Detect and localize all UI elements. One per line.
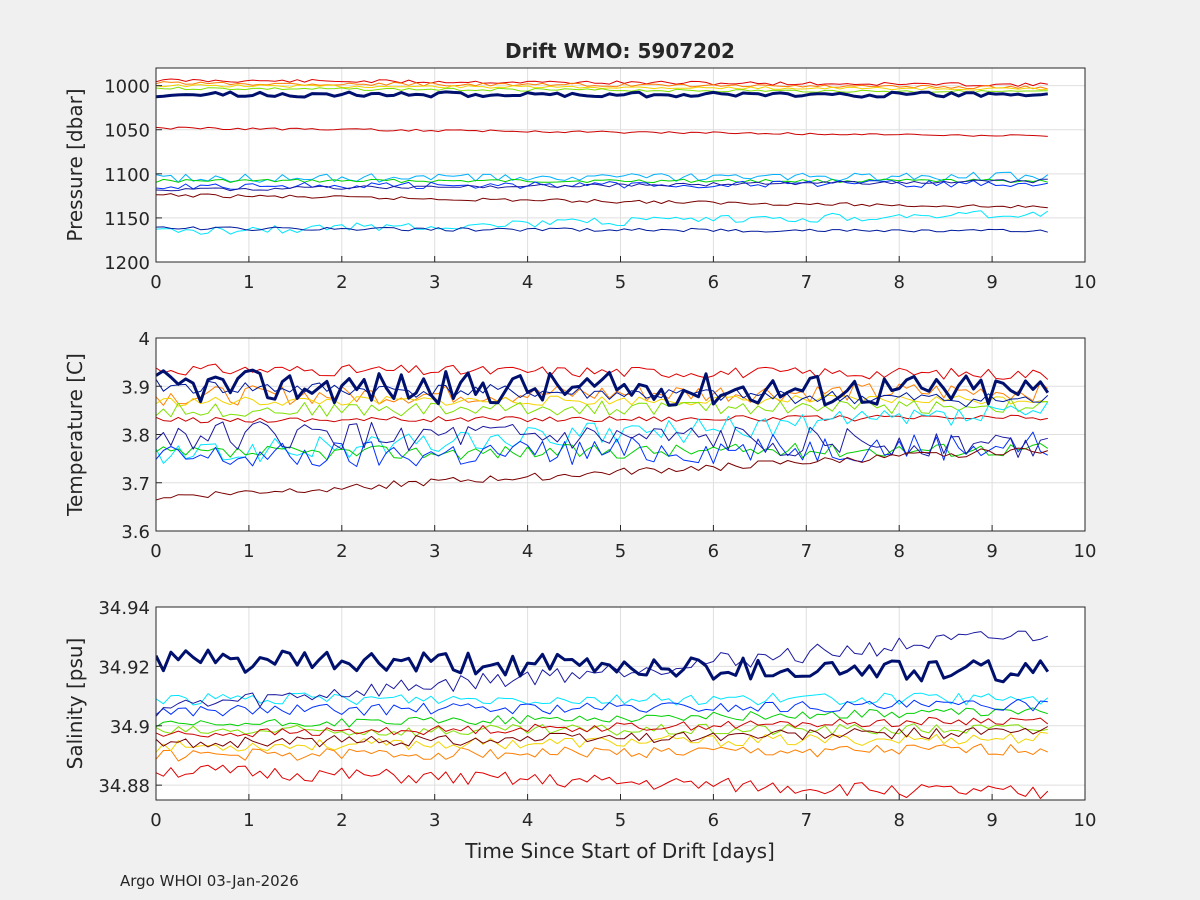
- series-line-cycle-h: [156, 698, 1048, 717]
- series-line-cycle-b: [156, 381, 1049, 406]
- x-tick-label: 8: [893, 541, 904, 562]
- series-line-cycle-d: [156, 398, 1048, 418]
- x-tick-label: 7: [801, 810, 812, 831]
- series-line-cycle-j: [156, 726, 1049, 749]
- x-tick-label: 2: [336, 541, 347, 562]
- figure-title: Drift WMO: 5907202: [505, 39, 735, 63]
- x-tick-label: 10: [1074, 541, 1097, 562]
- x-tick-label: 5: [615, 272, 626, 293]
- series-line-cycle-last: [156, 648, 1050, 684]
- series-line-cycle-d: [156, 86, 1048, 94]
- series-line-cycle-h: [156, 180, 1048, 190]
- series-line-cycle-e: [156, 414, 1048, 424]
- panel-1: 0 1 2 3 4 5 6 7 8 9 10 1000 1050 1100 1150 1200 Pressure…: [63, 67, 1097, 293]
- x-tick-label: 0: [150, 541, 161, 562]
- y-tick-label: 1000: [104, 77, 150, 98]
- x-tick-label: 5: [615, 810, 626, 831]
- x-tick-label: 10: [1074, 272, 1097, 293]
- x-tick-label: 4: [522, 541, 533, 562]
- series-line-cycle-h: [156, 431, 1049, 467]
- x-tick-label: 2: [336, 810, 347, 831]
- x-tick-label: 4: [522, 272, 533, 293]
- series-line-cycle-last: [156, 368, 1050, 407]
- series-line-cycle-j: [156, 447, 1048, 501]
- x-tick-label: 6: [708, 810, 719, 831]
- x-tick-label: 7: [801, 541, 812, 562]
- panel-2: 0 1 2 3 4 5 6 7 8 9 10 3.6 3.7 3.8 3.9 4 Temperature [C]: [63, 329, 1096, 562]
- series-group: [156, 363, 1050, 501]
- x-tick-label: 2: [336, 272, 347, 293]
- footer-credit: Argo WHOI 03-Jan-2026: [120, 872, 299, 890]
- series-line-cycle-k: [156, 210, 1049, 235]
- panel-3: 0 1 2 3 4 5 6 7 8 9 10 34.88 34.9 34.92 34.94 Salinity …: [63, 598, 1096, 831]
- x-tick-label: 9: [986, 541, 997, 562]
- series-line-cycle-j: [156, 193, 1048, 209]
- series-line-cycle-c: [156, 394, 1048, 407]
- y-axis-label: Temperature [C]: [63, 353, 87, 517]
- x-tick-label: 3: [429, 810, 440, 831]
- y-tick-label: 1150: [104, 209, 150, 230]
- x-tick-label: 4: [522, 810, 533, 831]
- x-tick-label: 7: [801, 272, 812, 293]
- x-tick-label: 9: [986, 810, 997, 831]
- y-tick-label: 3.8: [121, 426, 150, 447]
- y-tick-label: 34.88: [98, 776, 150, 797]
- series-line-cycle-last: [156, 90, 1049, 99]
- y-tick-label: 34.9: [110, 717, 150, 738]
- y-tick-label: 1100: [104, 165, 150, 186]
- series-line-cycle-a: [156, 363, 1049, 380]
- series-line-cycle-i: [156, 630, 1048, 717]
- x-tick-label: 5: [615, 541, 626, 562]
- series-group: [156, 78, 1049, 235]
- y-tick-label: 34.92: [98, 657, 150, 678]
- x-tick-label: 10: [1074, 810, 1097, 831]
- series-line-cycle-f: [156, 692, 1049, 706]
- x-tick-label: 6: [708, 541, 719, 562]
- y-axis-label: Pressure [dbar]: [63, 88, 87, 241]
- y-tick-label: 1200: [104, 253, 150, 274]
- series-line-cycle-i: [156, 178, 1048, 192]
- x-tick-label: 1: [243, 272, 254, 293]
- x-tick-label: 3: [429, 541, 440, 562]
- y-axis-label: Salinity [psu]: [63, 638, 87, 770]
- series-line-cycle-e: [156, 126, 1048, 137]
- x-tick-label: 1: [243, 541, 254, 562]
- series-line-cycle-c: [156, 731, 1048, 753]
- x-tick-label: 0: [150, 272, 161, 293]
- y-tick-label: 3.6: [121, 522, 150, 543]
- series-line-cycle-g: [156, 707, 1048, 728]
- series-line-cycle-b: [156, 743, 1049, 762]
- x-axis-label: Time Since Start of Drift [days]: [464, 839, 775, 863]
- x-tick-label: 6: [708, 272, 719, 293]
- series-line-cycle-e: [156, 716, 1049, 738]
- x-tick-label: 1: [243, 810, 254, 831]
- y-tick-label: 3.9: [121, 377, 150, 398]
- series-line-cycle-k: [156, 379, 1049, 408]
- series-line-cycle-f: [156, 171, 1049, 183]
- y-tick-label: 4: [139, 329, 150, 350]
- x-tick-label: 8: [893, 810, 904, 831]
- series-line-cycle-l: [156, 226, 1048, 233]
- x-tick-label: 8: [893, 272, 904, 293]
- x-tick-label: 9: [986, 272, 997, 293]
- y-tick-label: 1050: [104, 121, 150, 142]
- series-line-cycle-i: [156, 421, 1048, 458]
- x-tick-label: 3: [429, 272, 440, 293]
- y-tick-label: 34.94: [98, 598, 150, 619]
- y-tick-label: 3.7: [121, 474, 150, 495]
- series-line-cycle-a: [156, 78, 1048, 87]
- x-tick-label: 0: [150, 810, 161, 831]
